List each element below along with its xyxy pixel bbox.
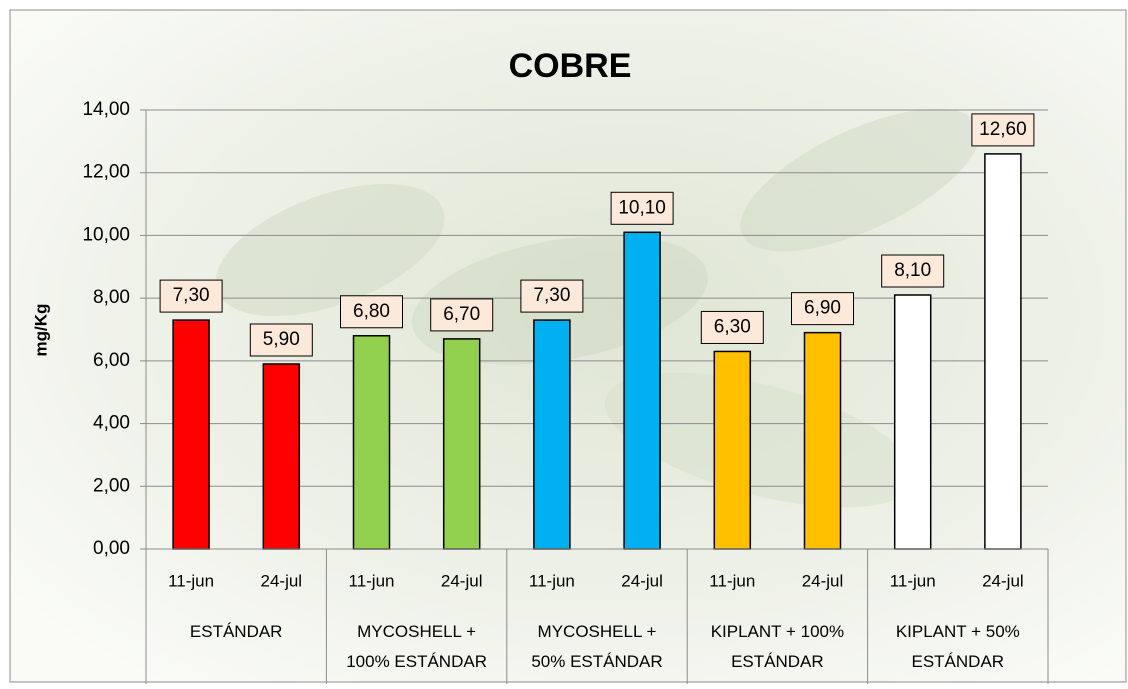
value-label: 8,10 [894, 260, 931, 281]
chart-title: COBRE [509, 47, 632, 85]
x-tick-label: 24-jul [982, 571, 1024, 590]
bar [805, 333, 841, 549]
value-label: 6,80 [353, 301, 390, 322]
bar [534, 320, 570, 549]
group-label: MYCOSHELL + 50% ESTÁNDAR [507, 617, 687, 677]
value-label: 6,90 [804, 298, 841, 319]
y-tick-label: 12,00 [82, 162, 130, 183]
y-tick-label: 14,00 [82, 99, 130, 120]
bar [354, 336, 390, 549]
y-tick-label: 8,00 [93, 287, 130, 308]
y-axis-label: mg/Kg [31, 304, 50, 357]
x-tick-label: 24-jul [621, 571, 663, 590]
x-tick-label: 24-jul [441, 571, 483, 590]
x-tick-label: 24-jul [261, 571, 303, 590]
group-label: ESTÁNDAR [146, 617, 326, 647]
y-tick-label: 2,00 [93, 475, 130, 496]
y-tick-label: 0,00 [93, 538, 130, 559]
bar [444, 339, 480, 549]
chart: COBRE mg/Kg 0,00 2,00 4,00 6,00 8,00 10,00 12,… [0, 0, 1128, 684]
page: COBRE mg/Kg 0,00 2,00 4,00 6,00 8,00 10,00 12,… [0, 0, 1128, 684]
x-tick-label: 11-jun [890, 571, 936, 590]
y-tick-label: 4,00 [93, 413, 130, 434]
bar [624, 232, 660, 549]
value-label: 7,30 [173, 285, 210, 306]
bar [263, 364, 299, 549]
group-label: KIPLANT + 100% ESTÁNDAR [687, 617, 867, 677]
x-tick-label: 11-jun [709, 571, 755, 590]
value-label: 7,30 [533, 285, 570, 306]
value-label: 5,90 [263, 329, 300, 350]
bar [714, 351, 750, 549]
group-label: MYCOSHELL + 100% ESTÁNDAR [327, 617, 507, 677]
y-tick-label: 10,00 [82, 224, 130, 245]
bar [895, 295, 931, 549]
x-tick-label: 11-jun [349, 571, 395, 590]
bar [985, 154, 1021, 549]
x-tick-label: 11-jun [529, 571, 575, 590]
bar [173, 320, 209, 549]
group-label: KIPLANT + 50% ESTÁNDAR [868, 617, 1048, 677]
value-label: 12,60 [979, 119, 1027, 140]
value-label: 6,30 [714, 316, 751, 337]
value-label: 10,10 [618, 197, 666, 218]
x-tick-label: 24-jul [802, 571, 844, 590]
value-label: 6,70 [443, 304, 480, 325]
x-tick-label: 11-jun [168, 571, 214, 590]
y-tick-label: 6,00 [93, 350, 130, 371]
